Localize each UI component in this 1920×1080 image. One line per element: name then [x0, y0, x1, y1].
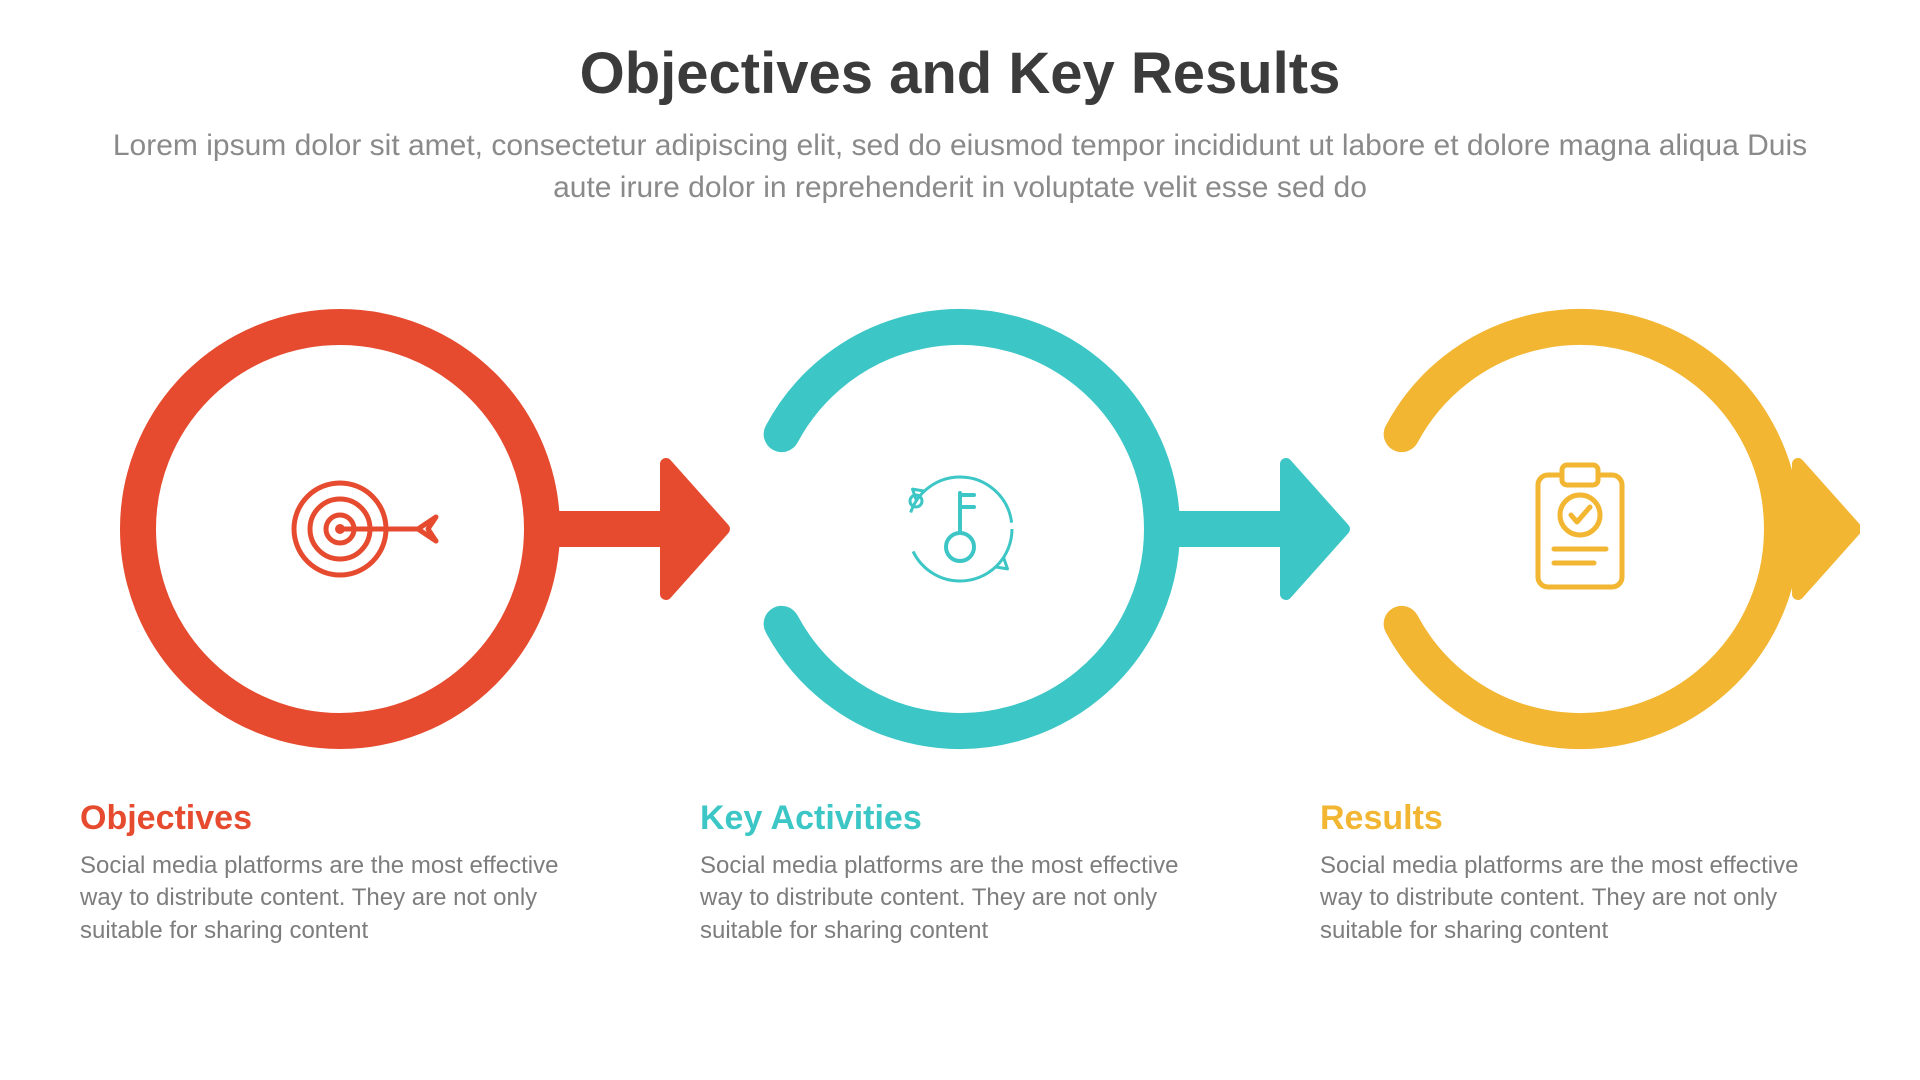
clipboard-check-icon — [1538, 465, 1622, 587]
caption-body-results: Social media platforms are the most effe… — [1320, 850, 1840, 947]
caption-body-key-activities: Social media platforms are the most effe… — [700, 850, 1220, 947]
key-cycle-icon — [908, 477, 1012, 581]
flow-diagram — [60, 269, 1860, 789]
page-title: Objectives and Key Results — [60, 40, 1860, 107]
caption-body-objectives: Social media platforms are the most effe… — [80, 850, 600, 947]
caption-objectives: Objectives Social media platforms are th… — [80, 799, 600, 947]
infographic-root: Objectives and Key Results Lorem ipsum d… — [0, 0, 1920, 1080]
caption-key-activities: Key Activities Social media platforms ar… — [700, 799, 1220, 947]
caption-results: Results Social media platforms are the m… — [1320, 799, 1840, 947]
caption-title-key-activities: Key Activities — [700, 799, 1220, 838]
page-subtitle: Lorem ipsum dolor sit amet, consectetur … — [110, 125, 1810, 209]
caption-title-results: Results — [1320, 799, 1840, 838]
captions-row: Objectives Social media platforms are th… — [60, 799, 1860, 947]
caption-title-objectives: Objectives — [80, 799, 600, 838]
target-icon — [294, 483, 436, 575]
